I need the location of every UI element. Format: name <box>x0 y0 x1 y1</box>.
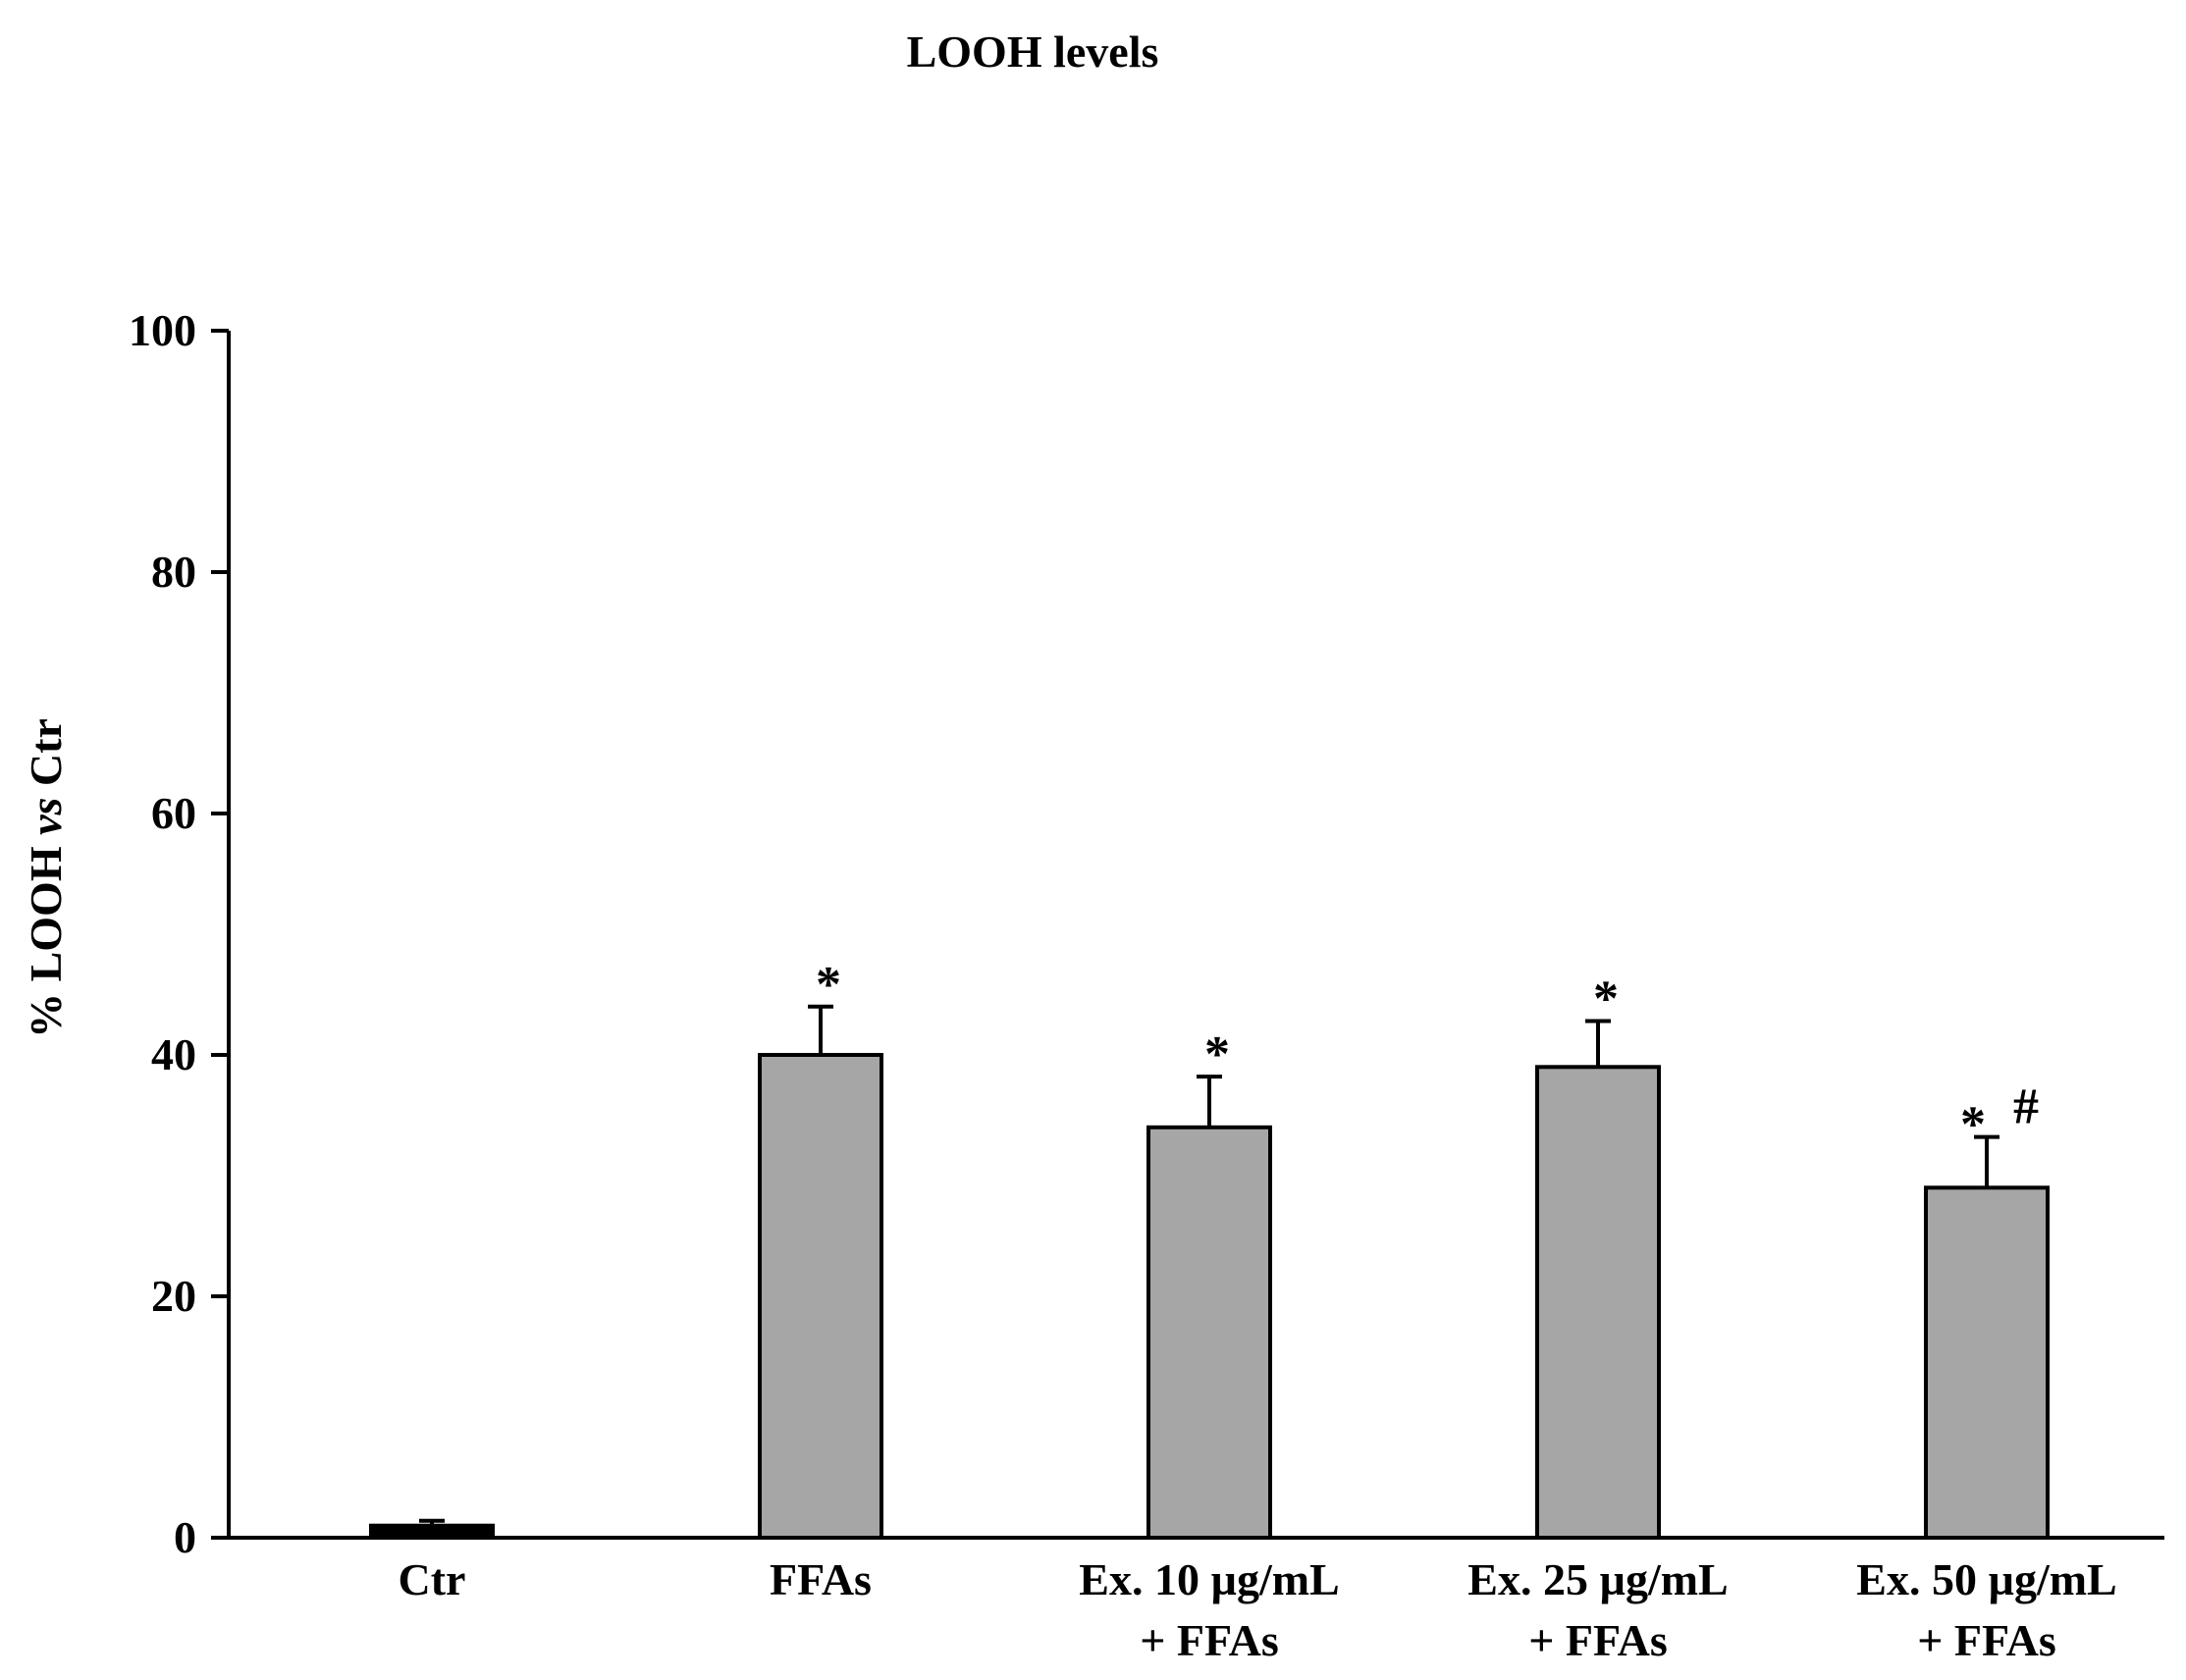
x-tick-label: Ex. 10 µg/mL <box>1079 1554 1339 1604</box>
significance-label: * <box>1204 1026 1230 1082</box>
y-axis-label-post: Ctr <box>21 718 71 797</box>
bars <box>369 1004 2050 1541</box>
y-tick-label: 40 <box>151 1029 196 1079</box>
bar <box>1146 1125 1272 1541</box>
x-tick-label: FFAs <box>770 1554 872 1604</box>
significance-label: # <box>2013 1079 2039 1135</box>
x-tick-label: + FFAs <box>1140 1615 1279 1665</box>
x-tick-label: Ctr <box>399 1554 466 1604</box>
x-tick-label: + FFAs <box>1528 1615 1668 1665</box>
x-tick-label: + FFAs <box>1917 1615 2056 1665</box>
bar <box>1535 1065 1661 1541</box>
y-tick-label: 100 <box>129 305 196 355</box>
chart-title: LOOH levels <box>907 26 1159 77</box>
bar <box>369 1523 495 1540</box>
significance-label: * <box>1593 971 1619 1027</box>
significance-label: * <box>816 957 841 1013</box>
y-axis-label-pre: % LOOH <box>21 835 71 1038</box>
y-axis-label: % LOOH vs Ctr <box>21 718 71 1038</box>
bar <box>758 1053 883 1540</box>
y-axis-label-italic: vs <box>21 798 71 835</box>
y-tick-label: 80 <box>151 547 196 597</box>
y-tick-label: 20 <box>151 1271 196 1321</box>
x-tick-label: Ex. 50 µg/mL <box>1856 1554 2116 1604</box>
significance-label: * <box>1960 1097 1986 1153</box>
x-tick-label: Ex. 25 µg/mL <box>1467 1554 1728 1604</box>
y-tick-label: 60 <box>151 788 196 838</box>
labels: Ctr * FFAs * Ex. 10 µg/mL + FFAs * Ex. 25 µg/mL… <box>399 957 2117 1665</box>
axes: 0 20 40 60 80 100 <box>129 305 2164 1562</box>
y-tick-label: 0 <box>174 1512 196 1562</box>
bar <box>1924 1185 2050 1541</box>
